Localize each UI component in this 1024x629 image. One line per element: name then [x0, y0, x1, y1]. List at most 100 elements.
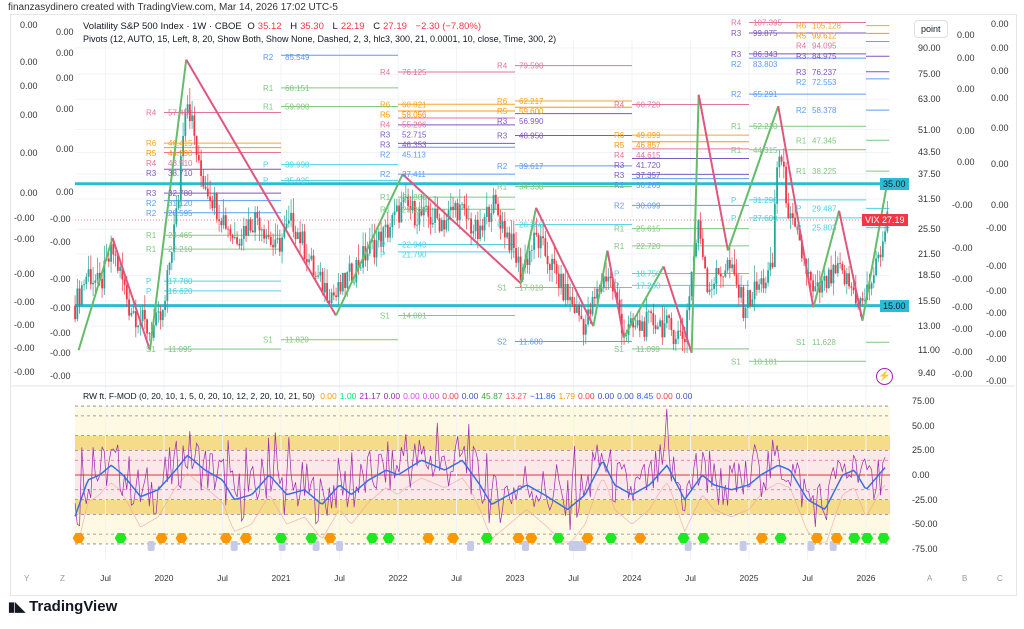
low-value: 22.19: [340, 21, 365, 32]
candle-body: [332, 292, 335, 296]
candle-body: [636, 320, 639, 326]
candle-body: [409, 206, 412, 211]
pivot-level-name: R4: [796, 42, 807, 51]
pivot-level-value: 76.125: [402, 68, 427, 77]
candle-body: [643, 321, 646, 337]
candle-body: [798, 230, 801, 241]
candle-body: [449, 206, 452, 211]
candle-body: [600, 288, 603, 292]
time-axis-corner-button[interactable]: B: [962, 574, 968, 583]
candle-body: [665, 315, 668, 324]
candle-body: [875, 258, 877, 276]
pivot-level-value: 59.900: [285, 102, 310, 111]
candle-body: [411, 200, 414, 211]
candle-body: [267, 235, 270, 237]
candle-body: [348, 263, 351, 272]
pivot-level-value: 31.880: [402, 193, 427, 202]
pivot-level-name: R3: [497, 117, 508, 126]
candle-body: [319, 271, 322, 276]
candle-body: [517, 256, 520, 263]
candle-body: [542, 236, 544, 239]
pivot-level-name: R2: [731, 60, 742, 69]
pivot-level-name: R1: [380, 193, 391, 202]
candle-body: [708, 289, 711, 293]
orange-hexagon-marker: [175, 533, 188, 543]
close-label: C: [373, 21, 381, 32]
lightning-icon[interactable]: ⚡: [876, 368, 893, 385]
candle-body: [314, 275, 317, 277]
lavender-marker: [829, 541, 837, 551]
time-axis-corner-button[interactable]: A: [927, 574, 933, 583]
time-axis-tick: Jul: [685, 573, 696, 583]
candle-body: [760, 278, 763, 285]
candle-body: [836, 263, 839, 274]
time-axis-tick: Jul: [451, 573, 462, 583]
candle-body: [818, 282, 821, 293]
time-axis-corner-button[interactable]: Y: [24, 574, 30, 583]
high-label: H: [290, 21, 298, 32]
candle-body: [557, 273, 560, 289]
candle-body: [553, 258, 556, 264]
candle-body: [562, 273, 565, 301]
candle-body: [222, 215, 225, 226]
candle-body: [839, 263, 841, 264]
oscillator-name[interactable]: RW ft. F-MOD (0, 20, 10, 1, 5, 0, 20, 10…: [83, 391, 315, 401]
pivot-level-value: 22.210: [168, 245, 193, 254]
candle-body: [652, 313, 655, 326]
candle-body: [447, 210, 450, 221]
time-axis-corner-button[interactable]: C: [997, 574, 1003, 583]
candle-body: [850, 286, 853, 288]
pivot-level-value: 76.237: [812, 68, 837, 77]
price-unit-button[interactable]: point: [914, 20, 948, 38]
pivot-level-value: 17.260: [636, 281, 661, 290]
pivot-level-name: R5: [796, 32, 807, 41]
candle-body: [353, 282, 355, 284]
chart-frame: [10, 14, 1017, 596]
left-axis-2-tick: -0.00: [50, 274, 71, 284]
pivot-level-name: P: [146, 277, 151, 286]
candle-body: [609, 276, 612, 279]
candle-body: [719, 273, 722, 277]
candle-body: [391, 214, 394, 228]
pivot-level-name: R3: [146, 169, 157, 178]
left-axis-1-tick: -0.00: [14, 343, 35, 353]
candle-body: [861, 298, 864, 301]
candle-body: [681, 331, 684, 339]
candle-body: [465, 208, 468, 219]
candle-body: [841, 263, 844, 271]
oscillator-value: 0.00: [320, 391, 337, 401]
candle-body: [519, 256, 522, 280]
lavender-marker: [467, 541, 475, 551]
left-axis-1-tick: 0.00: [20, 148, 38, 158]
pivot-level-name: R6: [497, 97, 508, 106]
candle-body: [701, 238, 704, 257]
pivots-legend[interactable]: Pivots (12, AUTO, 15, Left, 8, 20, Show …: [83, 34, 557, 44]
pivot-level-name: P: [263, 176, 268, 185]
candle-body: [751, 299, 754, 306]
pivot-level-value: 79.590: [519, 62, 544, 71]
pivot-level-value: 31.290: [753, 196, 778, 205]
oscillator-band: [75, 499, 890, 515]
green-hexagon-marker: [480, 533, 493, 543]
candle-body: [209, 196, 211, 202]
symbol-title[interactable]: Volatility S&P 500 Index · 1W · CBOE: [83, 21, 242, 32]
candle-body: [98, 272, 101, 279]
candle-body: [274, 239, 277, 248]
candle-body: [94, 280, 97, 283]
candle-body: [197, 155, 200, 161]
candle-body: [686, 310, 688, 343]
pivot-level-name: P: [796, 224, 801, 233]
candle-body: [125, 284, 128, 300]
left-axis-1-tick: -0.00: [14, 367, 35, 377]
oscillator-axis-tick: 75.00: [912, 396, 935, 407]
pivot-levels: [164, 22, 890, 362]
candle-body: [101, 278, 103, 289]
pivot-level-name: R1: [614, 225, 625, 234]
time-axis-corner-button[interactable]: Z: [60, 574, 65, 583]
candles: [74, 88, 889, 354]
candle-body: [670, 317, 673, 331]
pivot-level-value: 107.395: [753, 19, 782, 28]
candle-body: [645, 311, 648, 337]
green-hexagon-marker: [114, 533, 127, 543]
